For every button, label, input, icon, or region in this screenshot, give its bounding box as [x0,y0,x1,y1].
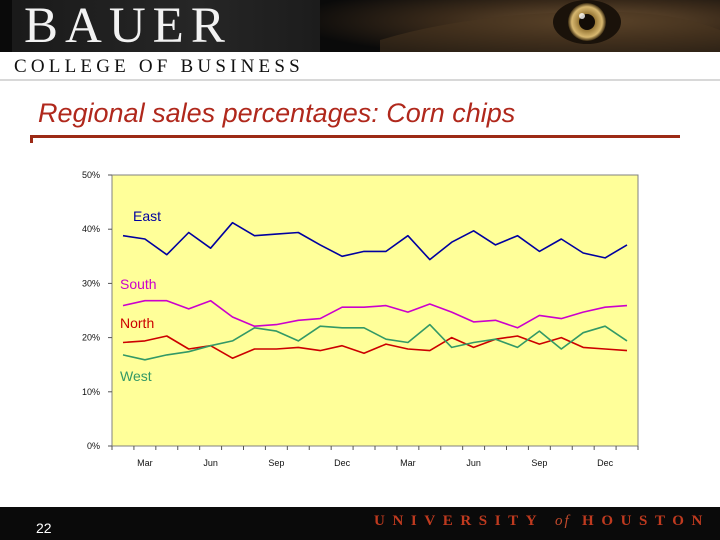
x-tick-label: Dec [334,458,351,468]
series-line-east [122,221,628,261]
y-tick-label: 40% [82,224,100,234]
title-underline [30,135,680,138]
x-tick-label: Jun [466,458,481,468]
slide-title: Regional sales percentages: Corn chips [38,98,516,128]
series-label-west: West [120,368,152,384]
x-tick-label: Mar [137,458,153,468]
subbanner [0,52,720,80]
y-tick-label: 10% [82,387,100,397]
y-tick-label: 30% [82,278,100,288]
plot-area [111,174,639,447]
x-tick-label: Dec [597,458,614,468]
cougar-eye-image [320,0,720,52]
header-banner: BAUER [0,0,720,52]
x-tick-label: Mar [400,458,416,468]
subbanner-divider [0,79,720,81]
series-label-north: North [120,315,154,331]
y-tick-label: 20% [82,333,100,343]
x-tick-label: Jun [203,458,218,468]
y-tick-label: 50% [82,170,100,180]
university-word: UNIVERSITY [374,513,544,529]
houston-word: HOUSTON [582,513,710,529]
x-tick-label: Sep [268,458,284,468]
series-line-south [122,299,628,329]
series-label-south: South [120,276,157,292]
x-tick-label: Sep [531,458,547,468]
bauer-logo: BAUER [24,0,232,52]
series-line-west [122,323,628,361]
page-number: 22 [36,520,52,536]
title-underline-tick [30,135,33,143]
y-tick-label: 0% [87,441,100,451]
series-label-east: East [133,208,161,224]
college-name: COLLEGE OF BUSINESS [14,56,304,77]
of-word: of [555,513,571,529]
logo-background [12,0,320,52]
footer-bar [0,507,720,540]
university-wordmark: UNIVERSITY of HOUSTON [374,513,710,530]
